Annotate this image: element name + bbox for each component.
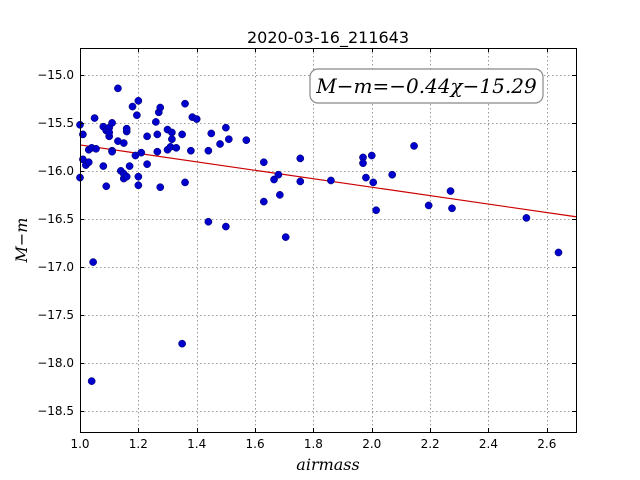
y-tick-label: −18.5: [37, 404, 74, 418]
data-point: [222, 222, 230, 231]
data-point: [119, 139, 128, 147]
data-point: [152, 118, 160, 126]
x-tick-label: 1.4: [187, 437, 206, 451]
data-point: [178, 130, 186, 139]
data-point: [122, 172, 131, 181]
data-point: [90, 114, 99, 122]
y-tick-label: −15.5: [37, 116, 74, 130]
y-tick-label: −16.5: [37, 212, 74, 226]
axis-ticks: 1.0 1.2 1.4 1.6 1.8 2.0 2.2 2.4 2.6 −15.0 −15.5 −16…: [37, 48, 576, 451]
data-point: [108, 119, 116, 127]
x-tick-label: 1.2: [129, 437, 148, 451]
data-point: [168, 135, 176, 144]
data-points: [76, 84, 563, 385]
data-point: [79, 130, 87, 139]
data-point: [99, 162, 108, 170]
x-axis-label: airmass: [296, 455, 359, 474]
data-point: [222, 123, 230, 132]
data-point: [108, 147, 116, 156]
data-point: [367, 151, 376, 160]
data-point: [181, 178, 189, 187]
fit-annotation: M−m=−0.44χ−15.29: [309, 68, 544, 104]
data-point: [362, 173, 370, 182]
x-tick-label: 2.4: [479, 437, 498, 451]
data-point: [274, 170, 283, 179]
data-point: [281, 233, 290, 241]
data-point: [276, 191, 284, 199]
data-point: [388, 170, 397, 179]
data-point: [153, 130, 162, 139]
data-point: [207, 129, 216, 138]
data-point: [125, 162, 134, 170]
data-point: [424, 201, 433, 210]
y-tick-label: −16.0: [37, 164, 74, 178]
data-point: [89, 258, 97, 266]
data-point: [369, 178, 378, 187]
data-point: [172, 143, 181, 152]
data-point: [143, 160, 151, 169]
x-tick-label: 1.8: [304, 437, 323, 451]
data-point: [84, 158, 93, 167]
y-tick-label: −17.5: [37, 308, 74, 322]
y-axis-label: M−m: [12, 218, 31, 264]
data-point: [259, 158, 268, 167]
data-point: [204, 146, 213, 155]
y-tick-label: −15.0: [37, 68, 74, 82]
data-point: [224, 135, 233, 144]
data-point: [296, 154, 305, 163]
data-point: [372, 206, 380, 215]
data-point: [153, 147, 162, 156]
data-point: [446, 187, 455, 195]
data-point: [114, 84, 122, 93]
data-point: [296, 177, 305, 186]
x-tick-label: 1.6: [246, 437, 265, 451]
x-tick-label: 2.2: [421, 437, 440, 451]
y-tick-label: −17.0: [37, 260, 74, 274]
data-point: [259, 197, 268, 206]
chart-title: 2020-03-16_211643: [247, 28, 409, 48]
data-point: [133, 111, 141, 120]
x-tick-label: 1.0: [70, 437, 89, 451]
x-tick-label: 2.0: [362, 437, 381, 451]
data-point: [134, 181, 143, 190]
x-tick-label: 2.6: [537, 437, 556, 451]
data-point: [554, 248, 563, 257]
data-point: [134, 96, 143, 105]
data-point: [181, 99, 189, 108]
data-point: [242, 136, 251, 145]
data-point: [137, 148, 146, 157]
data-point: [270, 175, 278, 184]
data-point: [187, 146, 195, 155]
data-point: [204, 217, 213, 226]
data-point: [522, 214, 531, 222]
data-point: [216, 140, 224, 148]
data-point: [156, 103, 165, 112]
annotation-box: [309, 68, 544, 104]
data-point: [192, 115, 201, 123]
data-point: [410, 142, 418, 150]
y-tick-label: −18.0: [37, 356, 74, 370]
data-point: [359, 159, 367, 168]
data-point: [92, 144, 100, 153]
plot-frame: [80, 48, 577, 433]
data-point: [102, 182, 111, 191]
data-point: [143, 132, 151, 141]
annotation-text: M−m=−0.44χ−15.29: [315, 74, 537, 98]
data-point: [156, 183, 165, 192]
data-point: [87, 377, 96, 385]
data-point: [105, 128, 114, 137]
data-point: [168, 128, 176, 137]
data-point: [122, 124, 131, 133]
data-point: [128, 102, 137, 111]
data-point: [134, 172, 143, 181]
data-point: [178, 339, 186, 348]
data-point: [327, 176, 335, 185]
data-point: [448, 204, 456, 213]
